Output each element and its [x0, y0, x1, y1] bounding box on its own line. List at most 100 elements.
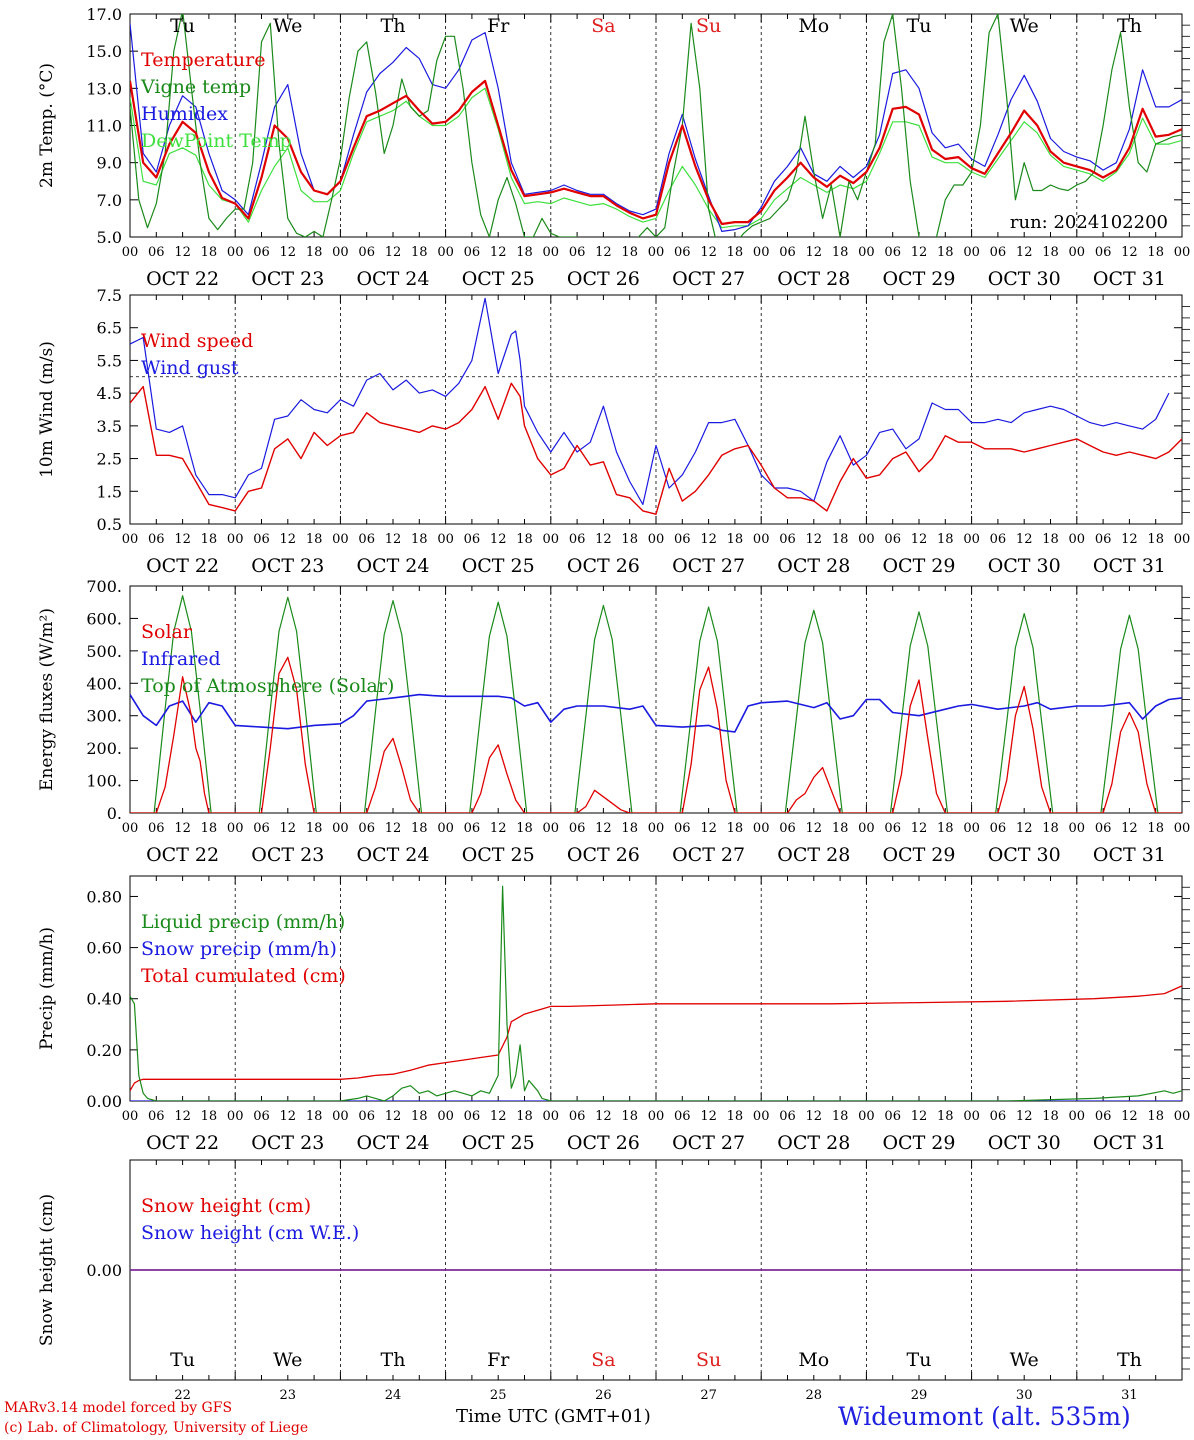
date-label: OCT 23	[251, 1132, 324, 1154]
hour-label: 12	[490, 1109, 507, 1124]
hour-label: 12	[280, 245, 297, 260]
hour-label: 18	[937, 532, 954, 547]
hour-label: 12	[700, 821, 717, 836]
hour-label: 18	[306, 1109, 323, 1124]
hour-label: 00	[437, 532, 454, 547]
hour-label: 18	[411, 245, 428, 260]
hour-label: 00	[963, 532, 980, 547]
date-label: OCT 30	[988, 555, 1061, 577]
hour-label: 00	[858, 1109, 875, 1124]
y-tick-label: 600.	[86, 609, 122, 628]
day-name-bottom: Tu	[907, 1349, 932, 1371]
hour-label: 00	[1069, 821, 1086, 836]
hour-label: 18	[306, 532, 323, 547]
hour-label: 12	[174, 821, 191, 836]
hour-label: 18	[1042, 821, 1059, 836]
hour-label: 18	[516, 821, 533, 836]
date-label: OCT 28	[777, 555, 850, 577]
hour-label: 18	[201, 1109, 218, 1124]
hour-label: 00	[332, 821, 349, 836]
hour-label: 06	[990, 245, 1007, 260]
hour-label: 12	[911, 532, 928, 547]
date-label: OCT 27	[672, 1132, 745, 1154]
hour-label: 06	[569, 532, 586, 547]
hour-label: 12	[595, 532, 612, 547]
y-tick-label: 6.5	[97, 319, 122, 338]
date-label: OCT 27	[672, 844, 745, 866]
hour-label: 18	[832, 1109, 849, 1124]
hour-label: 12	[1016, 1109, 1033, 1124]
model-credit: MARv3.14 model forced by GFS	[4, 1400, 233, 1416]
day-name: Th	[1117, 15, 1142, 37]
date-label: OCT 22	[146, 844, 219, 866]
y-tick-label: 700.	[86, 577, 122, 596]
hour-label: 06	[253, 1109, 270, 1124]
day-name: We	[1010, 15, 1039, 37]
day-name-bottom: Th	[381, 1349, 406, 1371]
day-name: Th	[381, 15, 406, 37]
hour-label: 12	[280, 821, 297, 836]
hour-label: 06	[1095, 245, 1112, 260]
day-name-bottom: Mo	[798, 1349, 829, 1371]
hour-label: 00	[858, 532, 875, 547]
hour-label: 00	[543, 245, 560, 260]
hour-label: 18	[937, 1109, 954, 1124]
date-label: OCT 30	[988, 268, 1061, 290]
legend-top-of-atmosphere-solar-: Top of Atmosphere (Solar)	[141, 675, 394, 697]
hour-label: 12	[385, 245, 402, 260]
date-label: OCT 24	[356, 555, 429, 577]
hour-label: 00	[122, 532, 139, 547]
day-name-bottom: Sa	[591, 1349, 615, 1371]
date-label: OCT 31	[1093, 844, 1166, 866]
date-label: OCT 25	[462, 555, 535, 577]
legend-infrared: Infrared	[141, 648, 221, 670]
hour-label: 00	[753, 532, 770, 547]
hour-label: 06	[358, 532, 375, 547]
y-tick-label: 0.80	[86, 887, 122, 906]
day-number: 23	[280, 1388, 297, 1403]
hour-label: 06	[779, 1109, 796, 1124]
hour-label: 00	[332, 245, 349, 260]
hour-label: 00	[1069, 245, 1086, 260]
date-label: OCT 26	[567, 1132, 640, 1154]
date-label: OCT 22	[146, 268, 219, 290]
date-label: OCT 24	[356, 268, 429, 290]
day-name-bottom: We	[1010, 1349, 1039, 1371]
series-total-cumulated-cm-	[130, 985, 1182, 1092]
hour-label: 12	[490, 245, 507, 260]
hour-label: 06	[990, 1109, 1007, 1124]
date-label: OCT 26	[567, 555, 640, 577]
y-tick-label: 5.0	[97, 228, 122, 247]
station-title: Wideumont (alt. 535m)	[838, 1402, 1131, 1431]
hour-label: 12	[806, 1109, 823, 1124]
hour-label: 06	[358, 1109, 375, 1124]
y-tick-label: 500.	[86, 642, 122, 661]
hour-label: 12	[1121, 532, 1138, 547]
hour-label: 18	[1042, 532, 1059, 547]
hour-label: 12	[385, 821, 402, 836]
day-name-bottom: Fr	[487, 1349, 510, 1371]
y-tick-label: 15.0	[86, 42, 122, 61]
y-axis-label: Precip (mm/h)	[37, 927, 57, 1050]
date-label: OCT 31	[1093, 1132, 1166, 1154]
hour-label: 18	[201, 245, 218, 260]
y-tick-label: 0.20	[86, 1041, 122, 1060]
hour-label: 00	[437, 1109, 454, 1124]
hour-label: 06	[253, 245, 270, 260]
hour-label: 18	[727, 532, 744, 547]
hour-label: 18	[306, 245, 323, 260]
series-solar	[130, 656, 1182, 813]
hour-label: 06	[674, 245, 691, 260]
hour-label: 00	[753, 821, 770, 836]
date-label: OCT 23	[251, 844, 324, 866]
hour-label: 06	[884, 1109, 901, 1124]
hour-label: 18	[1042, 1109, 1059, 1124]
date-label: OCT 28	[777, 1132, 850, 1154]
hour-label: 18	[1147, 1109, 1164, 1124]
panel-2: 0. 100. 200. 300. 400. 500. 600. 700. Energy flu…	[37, 577, 1190, 866]
hour-label: 06	[884, 245, 901, 260]
hour-label: 00	[227, 245, 244, 260]
day-number: 22	[174, 1388, 191, 1403]
hour-label: 00	[1174, 532, 1191, 547]
hour-label: 06	[990, 532, 1007, 547]
